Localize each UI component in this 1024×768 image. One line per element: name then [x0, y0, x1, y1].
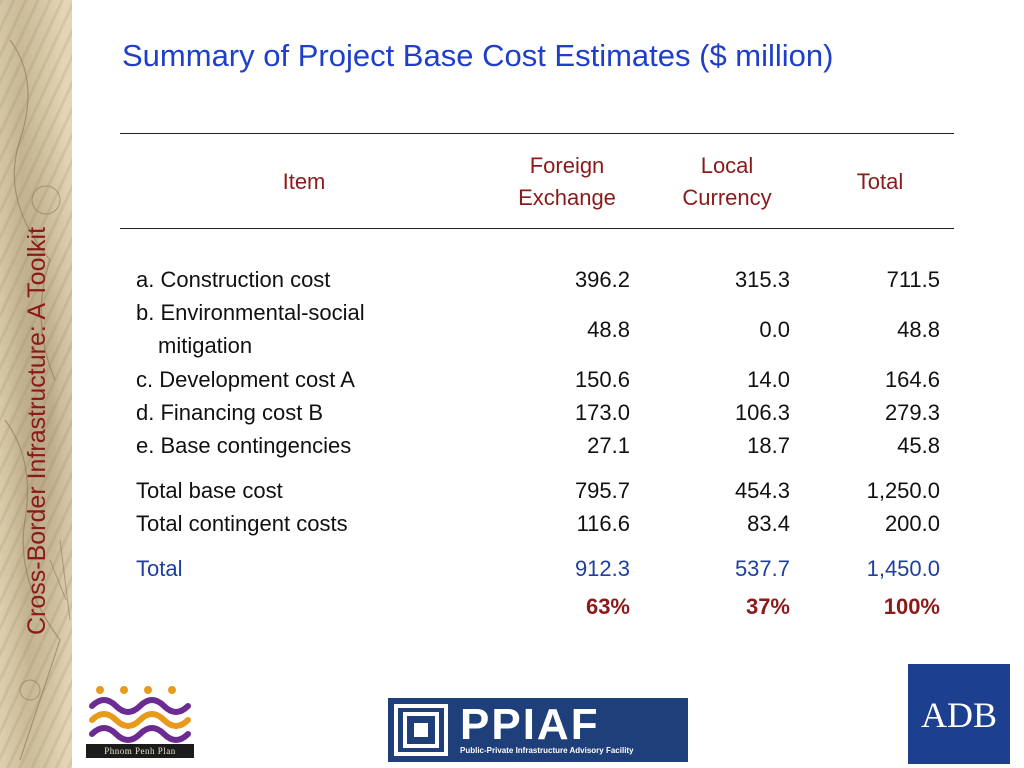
header-foreign-line1: Foreign — [529, 153, 605, 178]
row-total-value: 45.8 — [897, 433, 940, 458]
subtotal-total-value: 1,250.0 — [866, 478, 940, 503]
grand-total-total-value: 1,450.0 — [866, 556, 940, 581]
header-local-line1: Local — [700, 153, 754, 178]
header-foreign-exchange: Foreign Exchange — [488, 150, 646, 214]
grand-total-row: Total 912.3 537.7 1,450.0 — [120, 552, 954, 585]
table-row: e. Base contingencies 27.1 18.7 45.8 — [120, 429, 954, 462]
row-local-value: 14.0 — [747, 367, 790, 392]
row-item-label: b. Environmental-social — [136, 300, 365, 325]
share-foreign: 63% — [585, 594, 630, 619]
side-map-strip — [0, 0, 72, 768]
table-row: a. Construction cost 396.2 315.3 711.5 — [120, 263, 954, 296]
table-row: b. Environmental-social mitigation 48.8 … — [120, 296, 954, 362]
grand-total-local-value: 537.7 — [734, 556, 790, 581]
table-top-rule — [120, 133, 954, 134]
row-foreign-value: 27.1 — [587, 433, 630, 458]
row-total-value: 279.3 — [884, 400, 940, 425]
page-title: Summary of Project Base Cost Estimates (… — [122, 38, 834, 73]
grand-total-foreign-value: 912.3 — [574, 556, 630, 581]
row-foreign-value: 150.6 — [574, 367, 630, 392]
row-foreign-value: 173.0 — [574, 400, 630, 425]
grand-total-label: Total — [136, 556, 183, 581]
share-total: 100% — [883, 594, 940, 619]
subtotal-local-value: 83.4 — [747, 511, 790, 536]
adb-logo: ADB — [908, 664, 1010, 764]
header-local-currency: Local Currency — [648, 150, 806, 214]
row-local-value: 18.7 — [747, 433, 790, 458]
row-item-label: d. Financing cost B — [136, 400, 324, 425]
row-item-label: e. Base contingencies — [136, 433, 352, 458]
header-local-line2: Currency — [682, 185, 772, 210]
ppiaf-subtitle: Public-Private Infrastructure Advisory F… — [460, 746, 634, 755]
subtotal-row: Total base cost 795.7 454.3 1,250.0 — [120, 474, 954, 507]
subtotal-local-value: 454.3 — [734, 478, 790, 503]
header-total: Total — [856, 169, 904, 194]
table-row: c. Development cost A 150.6 14.0 164.6 — [120, 363, 954, 396]
subtotal-foreign-value: 795.7 — [574, 478, 630, 503]
ppiaf-name: PPIAF — [460, 700, 600, 749]
subtotal-total-value: 200.0 — [884, 511, 940, 536]
share-row: 63% 37% 100% — [120, 590, 954, 623]
row-total-value: 711.5 — [886, 267, 940, 292]
subtotal-label: Total base cost — [136, 478, 283, 503]
sidebar-title: Cross-Border Infrastructure: A Toolkit — [23, 226, 51, 635]
subtotal-label: Total contingent costs — [136, 511, 348, 536]
row-local-value: 315.3 — [734, 267, 790, 292]
phnom-penh-plan-caption: Phnom Penh Plan — [86, 744, 194, 758]
row-total-value: 164.6 — [884, 367, 940, 392]
phnom-penh-plan-logo — [89, 686, 191, 743]
row-foreign-value: 396.2 — [574, 267, 630, 292]
row-item-label: a. Construction cost — [136, 267, 331, 292]
row-local-value: 106.3 — [734, 400, 790, 425]
row-item-label-continued: mitigation — [158, 333, 253, 358]
row-item-label: c. Development cost A — [136, 367, 355, 392]
row-foreign-value: 48.8 — [587, 317, 630, 342]
table-header-rule — [120, 228, 954, 229]
share-local: 37% — [745, 594, 790, 619]
subtotal-foreign-value: 116.6 — [576, 511, 630, 536]
adb-name: ADB — [920, 695, 997, 735]
table-row: d. Financing cost B 173.0 106.3 279.3 — [120, 396, 954, 429]
row-local-value: 0.0 — [759, 317, 790, 342]
header-foreign-line2: Exchange — [518, 185, 616, 210]
row-total-value: 48.8 — [897, 317, 940, 342]
ppiaf-mark-icon — [394, 704, 448, 756]
map-decoration — [4, 39, 71, 761]
ppiaf-logo: PPIAF Public-Private Infrastructure Advi… — [388, 698, 688, 762]
subtotal-row: Total contingent costs 116.6 83.4 200.0 — [120, 507, 954, 540]
header-item: Item — [282, 169, 326, 194]
